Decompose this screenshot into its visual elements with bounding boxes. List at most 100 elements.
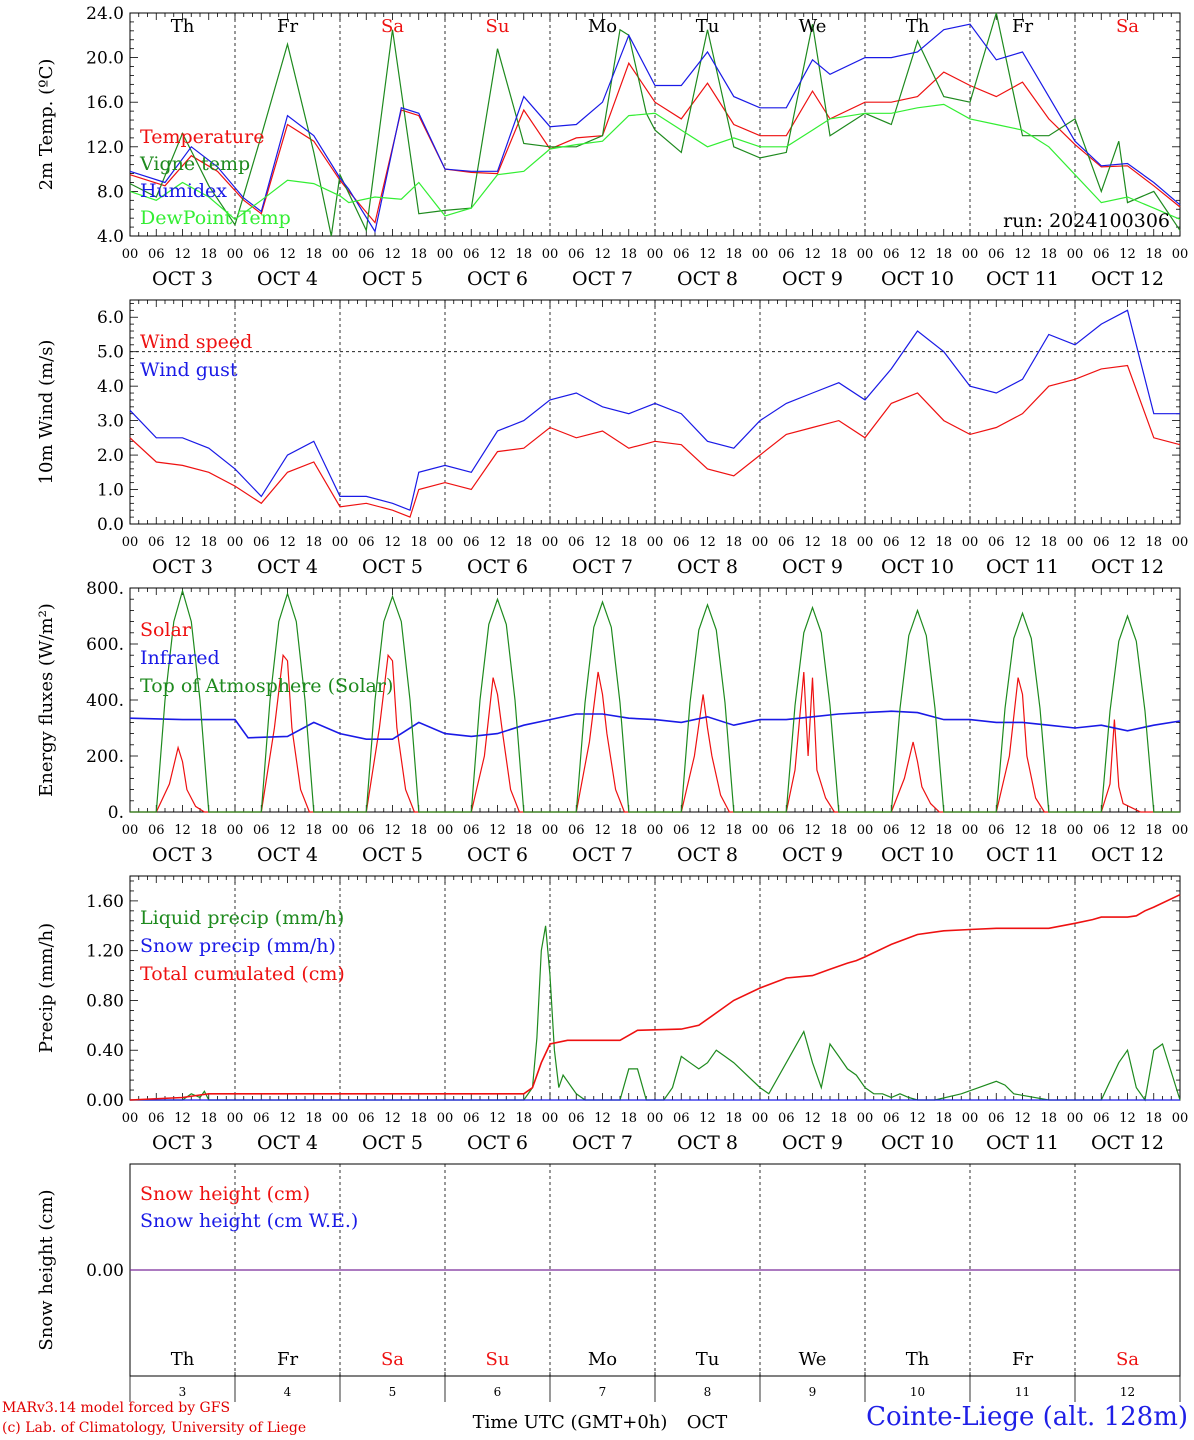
hour-label: 00: [962, 535, 979, 550]
hour-label: 12: [279, 1111, 296, 1126]
day-name: Fr: [1012, 1349, 1033, 1370]
date-label: OCT 11: [986, 268, 1059, 290]
hour-label: 06: [673, 823, 690, 838]
y-tick-label: 24.0: [86, 4, 124, 24]
day-name: Fr: [1012, 16, 1033, 37]
hour-label: 00: [647, 535, 664, 550]
hour-label: 12: [804, 1111, 821, 1126]
hour-label: 00: [752, 1111, 769, 1126]
hour-label: 00: [332, 535, 349, 550]
y-tick-label: 5.0: [97, 343, 124, 363]
hour-label: 12: [804, 247, 821, 262]
hour-label: 12: [909, 535, 926, 550]
hour-label: 00: [1172, 1111, 1189, 1126]
day-name: Fr: [277, 16, 298, 37]
hour-label: 00: [962, 823, 979, 838]
date-label: OCT 3: [152, 844, 213, 866]
hour-label: 06: [358, 1111, 375, 1126]
y-axis-label: Energy fluxes (W/m²): [36, 603, 57, 797]
date-label: OCT 5: [362, 556, 423, 578]
y-tick-label: 4.0: [97, 227, 124, 247]
hour-label: 12: [279, 823, 296, 838]
hour-label: 12: [489, 823, 506, 838]
day-number: 8: [704, 1385, 712, 1399]
hour-label: 00: [1067, 823, 1084, 838]
day-number: 5: [389, 1385, 397, 1399]
day-name: Sa: [1116, 1349, 1139, 1370]
day-number: 9: [809, 1385, 817, 1399]
date-label: OCT 6: [467, 268, 528, 290]
hour-label: 00: [1172, 535, 1189, 550]
hour-label: 18: [725, 535, 742, 550]
lab-credit: (c) Lab. of Climatology, University of L…: [2, 1420, 307, 1436]
hour-label: 00: [857, 823, 874, 838]
hour-label: 00: [122, 1111, 139, 1126]
x-axis-label: Time UTC (GMT+0h): [473, 1412, 668, 1433]
hour-label: 12: [279, 535, 296, 550]
legend-entry: Snow height (cm): [140, 1183, 310, 1205]
hour-label: 06: [148, 1111, 165, 1126]
hour-label: 00: [962, 1111, 979, 1126]
hour-label: 12: [1119, 535, 1136, 550]
hour-label: 00: [227, 823, 244, 838]
hour-label: 00: [437, 247, 454, 262]
station-name: Cointe-Liege (alt. 128m): [866, 1402, 1188, 1432]
hour-label: 00: [962, 247, 979, 262]
day-number: 11: [1015, 1385, 1030, 1399]
hour-label: 06: [148, 823, 165, 838]
day-number: 7: [599, 1385, 607, 1399]
hour-label: 00: [227, 535, 244, 550]
y-tick-label: 8.0: [97, 182, 124, 202]
y-tick-label: 4.0: [97, 377, 124, 397]
y-tick-label: 1.20: [86, 942, 124, 962]
hour-label: 18: [1040, 247, 1057, 262]
hour-label: 06: [988, 535, 1005, 550]
legend-entry: Liquid precip (mm/h): [140, 907, 344, 929]
date-label: OCT 8: [677, 844, 738, 866]
series-line-wind-gust: [129, 309, 1180, 512]
hour-label: 18: [1145, 1111, 1162, 1126]
y-tick-label: 3.0: [97, 412, 124, 432]
day-name: Th: [906, 16, 930, 37]
hour-label: 00: [647, 247, 664, 262]
day-name: Sa: [381, 16, 404, 37]
date-label: OCT 3: [152, 1132, 213, 1154]
legend-entry: Snow height (cm W.E.): [140, 1210, 358, 1232]
date-label: OCT 4: [257, 268, 318, 290]
date-label: OCT 9: [782, 1132, 843, 1154]
y-tick-label: 12.0: [86, 138, 124, 158]
hour-label: 18: [1145, 535, 1162, 550]
hour-label: 18: [410, 823, 427, 838]
hour-label: 00: [857, 1111, 874, 1126]
hour-label: 12: [489, 1111, 506, 1126]
legend-entry: Total cumulated (cm): [140, 963, 345, 985]
day-number: 3: [179, 1385, 187, 1399]
hour-label: 18: [200, 535, 217, 550]
date-label: OCT 6: [467, 1132, 528, 1154]
day-name: Th: [906, 1349, 930, 1370]
panel-1: 4.0 8.0 12.0 16.0 20.0 24.0 2m Temp. (ºC) Tempe…: [36, 4, 1188, 290]
hour-label: 06: [358, 823, 375, 838]
hour-label: 18: [515, 823, 532, 838]
day-name: Mo: [588, 1349, 617, 1370]
series-line-vigne-temp: [129, 12, 1181, 237]
hour-label: 18: [410, 535, 427, 550]
date-label: OCT 9: [782, 556, 843, 578]
date-label: OCT 12: [1091, 556, 1164, 578]
legend-entry: Snow precip (mm/h): [140, 935, 336, 957]
hour-label: 12: [279, 247, 296, 262]
hour-label: 00: [122, 823, 139, 838]
hour-label: 18: [305, 247, 322, 262]
series-line-top-of-atmosphere-solar-: [130, 588, 1180, 813]
hour-label: 06: [988, 1111, 1005, 1126]
y-tick-label: 0.0: [97, 515, 124, 535]
date-label: OCT 8: [677, 268, 738, 290]
y-tick-label: 400.: [86, 691, 124, 711]
day-name: Th: [171, 16, 195, 37]
hour-label: 12: [489, 535, 506, 550]
y-axis-label: 10m Wind (m/s): [36, 340, 57, 485]
hour-label: 18: [1040, 823, 1057, 838]
hour-label: 06: [463, 1111, 480, 1126]
hour-label: 12: [594, 1111, 611, 1126]
